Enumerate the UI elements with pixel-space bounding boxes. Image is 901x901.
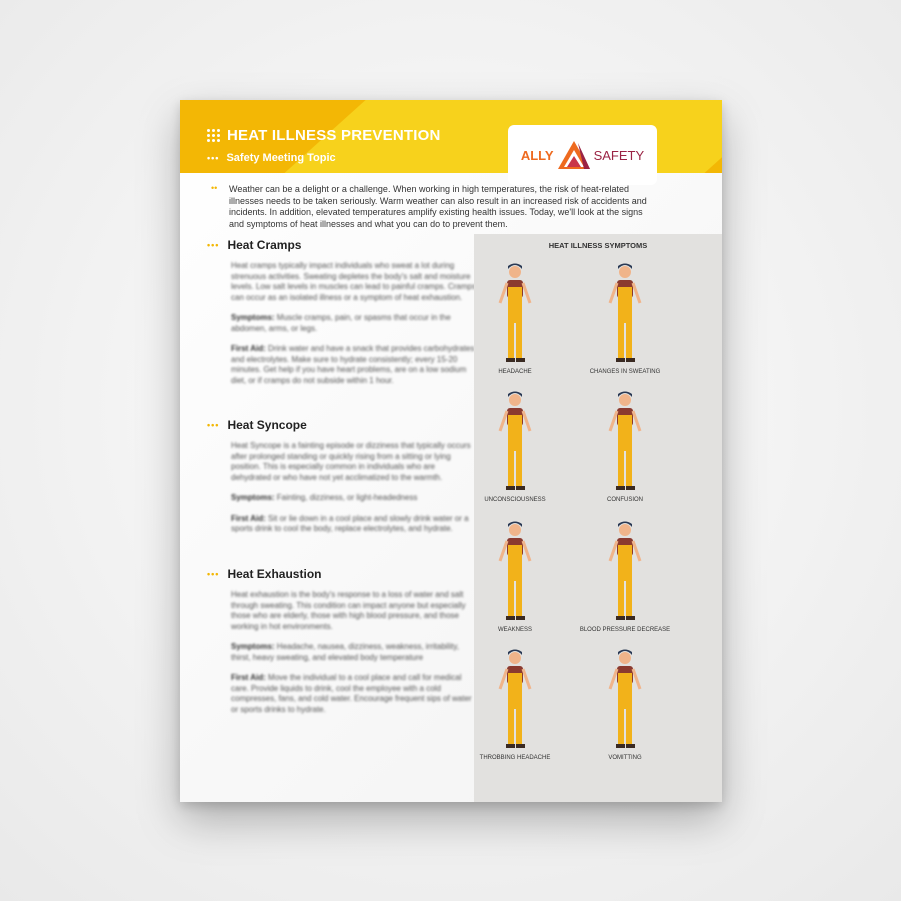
worker-illustration-icon [460,519,570,624]
worker-illustration-icon [570,519,680,624]
ally-safety-logo: ALLY SAFETY [508,125,657,185]
worker-illustration-icon [570,389,680,494]
worker-illustration-icon [460,261,570,366]
symptom-label: THROBBING HEADACHE [479,755,551,761]
worker-illustration-icon [460,389,570,494]
symptoms-panel: HEAT ILLNESS SYMPTOMS HEADACHE CHANGES IN… [474,234,722,802]
symptom-label: VOMITTING [608,755,642,761]
symptom-item: THROBBING HEADACHE [460,644,570,762]
logo-triangle-icon [557,141,590,169]
dots-icon: •• [211,183,218,193]
symptom-label: CONFUSION [607,497,643,503]
section-heat-syncope: ••• Heat Syncope Heat Syncope is a fainti… [207,418,471,533]
worker-illustration-icon [570,647,680,752]
section-title: Heat Syncope [227,418,307,432]
symptom-item: VOMITTING [570,644,680,762]
page-subtitle: ••• Safety Meeting Topic [207,152,336,164]
dots-icon: ••• [207,153,220,163]
symptom-label: UNCONSCIOUSNESS [484,497,546,503]
section-title: Heat Cramps [227,238,302,252]
worker-illustration-icon [460,647,570,752]
symptom-label: BLOOD PRESSURE DECREASE [579,627,671,633]
section-title: Heat Exhaustion [227,567,322,581]
grid-dots-icon [207,129,220,142]
section-heat-exhaustion: ••• Heat Exhaustion Heat exhaustion is th… [207,567,472,714]
panel-title: HEAT ILLNESS SYMPTOMS [548,241,648,250]
symptom-label: CHANGES IN SWEATING [589,369,661,375]
symptom-label: WEAKNESS [497,627,532,633]
symptom-label: HEADACHE [498,369,532,375]
dots-icon: ••• [207,569,220,579]
dots-icon: ••• [207,240,220,250]
document-page: HEAT ILLNESS PREVENTION ••• Safety Meeti… [180,100,722,802]
section-heat-cramps: ••• Heat Cramps Heat cramps typically imp… [207,238,476,385]
symptom-item: CHANGES IN SWEATING [570,258,680,376]
symptom-item: WEAKNESS [460,516,570,634]
symptom-item: CONFUSION [570,386,680,504]
worker-illustration-icon [570,261,680,366]
page-title: HEAT ILLNESS PREVENTION [207,127,441,144]
intro-paragraph: Weather can be a delight or a challenge.… [229,184,647,229]
symptom-item: BLOOD PRESSURE DECREASE [570,516,680,634]
dots-icon: ••• [207,420,220,430]
symptom-item: UNCONSCIOUSNESS [460,386,570,504]
symptom-item: HEADACHE [460,258,570,376]
